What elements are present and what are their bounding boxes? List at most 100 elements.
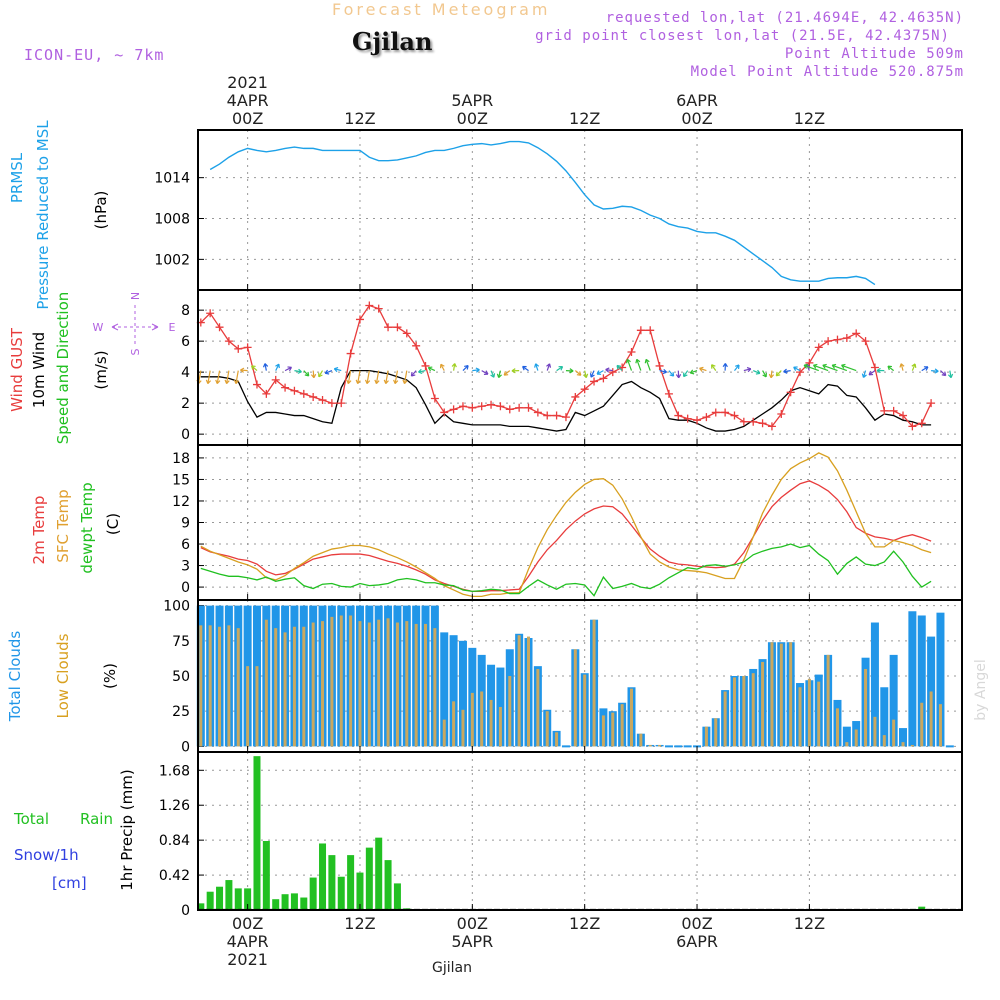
gust-marker: [206, 309, 215, 318]
wind-direction-arrow: [690, 370, 698, 374]
wind-direction-arrow: [556, 366, 563, 372]
gust-marker: [908, 422, 917, 431]
wind-arrow-head: [941, 371, 947, 377]
wind-arrow-head: [262, 363, 269, 368]
wind-arrow-head: [333, 366, 339, 373]
low-cloud-bar: [246, 666, 250, 747]
low-cloud-bar: [461, 709, 465, 747]
rain-bar: [216, 886, 224, 910]
y-tick-label: 8: [181, 303, 190, 319]
wind-direction-arrow: [862, 370, 867, 378]
wind-arrow-head: [496, 373, 502, 379]
wind-arrow-head: [722, 363, 728, 368]
rain-bar: [272, 899, 280, 910]
wind-arrow-head: [310, 373, 317, 379]
wind-direction-arrow: [911, 363, 916, 371]
bottom-time-label: 00Z: [457, 914, 488, 933]
bottom-time-label: 12Z: [344, 914, 375, 933]
low-cloud-bar: [199, 625, 203, 747]
wind-label-unit: (m/s): [92, 350, 110, 389]
low-cloud-bar: [452, 701, 456, 747]
low-cloud-bar: [629, 688, 633, 747]
rain-bar: [319, 843, 327, 910]
gust-marker: [683, 414, 692, 423]
temp-label-2m: 2m Temp: [30, 496, 48, 565]
low-cloud-bar: [639, 733, 643, 747]
gust-marker: [402, 329, 411, 338]
low-cloud-bar: [218, 626, 222, 747]
gust-marker: [852, 329, 861, 338]
temp-label-dewpt-text: dewpt Temp: [78, 482, 96, 573]
wind-arrow-head: [410, 371, 416, 377]
rain-bar: [234, 888, 242, 910]
low-cloud-bar: [498, 706, 502, 747]
gust-marker: [664, 389, 673, 398]
gust-marker: [346, 349, 355, 358]
wind-arrow-head: [287, 366, 293, 372]
gust-marker: [636, 326, 645, 335]
low-cloud-bar: [864, 668, 868, 747]
wind-arrow-head: [831, 363, 837, 369]
wind-arrow-head: [822, 363, 827, 369]
total-cloud-bar: [908, 611, 917, 747]
wind-direction-arrow: [921, 366, 929, 372]
wind-direction-arrow: [841, 364, 857, 372]
wind-arrow-head: [224, 379, 230, 385]
wind-arrow-head: [812, 363, 818, 369]
wind-arrow-head: [841, 363, 846, 369]
wind-arrow-head: [275, 363, 280, 369]
wind-direction-arrow: [535, 363, 539, 371]
super-title: Forecast Meteogram: [332, 0, 551, 19]
wind-direction-arrow: [668, 370, 675, 377]
wind-arrow-head: [861, 373, 867, 378]
rain-bar: [281, 894, 289, 910]
cloud-label-low-text: Low Clouds: [54, 633, 72, 718]
wind-direction-arrow: [453, 363, 456, 371]
wind-arrow-head: [576, 371, 582, 376]
top-time-label: 6APR: [676, 91, 718, 110]
y-tick-label: 100: [163, 599, 190, 615]
low-cloud-bar: [611, 712, 615, 747]
low-cloud-bar: [714, 718, 718, 747]
temp-label-2m-text: 2m Temp: [30, 496, 48, 565]
wind-arrow-head: [427, 366, 433, 372]
total-cloud-bar: [880, 687, 889, 747]
wind-arrow-head: [644, 358, 650, 364]
low-cloud-bar: [527, 636, 531, 747]
gust-marker: [899, 411, 908, 420]
wind-arrow-head: [511, 368, 516, 374]
gust-marker: [777, 410, 786, 418]
wind-direction-arrow: [605, 369, 613, 372]
low-cloud-bar: [283, 632, 287, 747]
wind-direction-arrow: [503, 370, 511, 376]
y-tick-label: 25: [172, 704, 190, 720]
gust-marker: [833, 335, 842, 344]
wind-direction-arrow: [803, 364, 819, 372]
compass-w: W: [93, 321, 104, 334]
wind-arrow-head: [589, 373, 595, 378]
bottom-time-label: 12Z: [794, 914, 825, 933]
low-cloud-bar: [892, 719, 896, 747]
total-cloud-bar: [449, 635, 458, 747]
gust-marker: [515, 403, 524, 412]
low-cloud-bar: [545, 711, 549, 747]
wind-direction-arrow: [590, 370, 595, 378]
gust-marker: [430, 394, 439, 403]
gust-marker: [496, 402, 505, 411]
wind-arrow-head: [297, 368, 302, 374]
wind-label-gust-text: Wind GUST: [8, 327, 26, 412]
wind-direction-arrow: [775, 370, 782, 377]
low-cloud-bar: [920, 702, 924, 747]
low-cloud-bar: [873, 716, 877, 747]
y-tick-label: 2: [181, 396, 190, 412]
wind-arrow-head: [762, 372, 767, 378]
low-cloud-bar: [761, 661, 765, 747]
gust-marker: [646, 326, 655, 335]
low-cloud-bar: [395, 622, 399, 747]
total-cloud-bar: [936, 612, 945, 747]
temp-label-unit: (C): [104, 513, 122, 535]
y-tick-label: 6: [181, 537, 190, 553]
wind-arrow-head: [947, 373, 954, 379]
gust-marker: [561, 413, 570, 422]
